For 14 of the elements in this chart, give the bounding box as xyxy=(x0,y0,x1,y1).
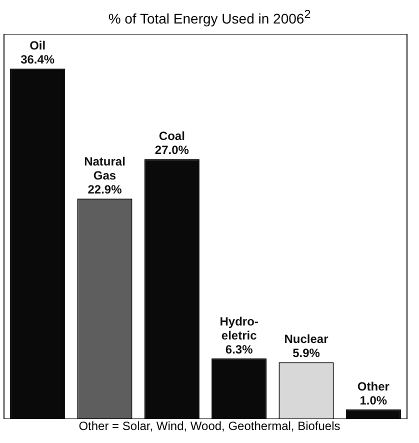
data-label: 5.9% xyxy=(292,346,320,360)
data-label: 1.0% xyxy=(360,393,388,408)
x-tick-label: Hydro-eletric xyxy=(220,314,258,342)
data-label: 36.4% xyxy=(20,52,55,67)
chart-title: % of Total Energy Used in 2006$^{2}$ xyxy=(107,7,312,29)
data-label: 27.0% xyxy=(154,143,190,158)
x-tick-label: Nuclear xyxy=(284,332,329,346)
data-label: 6.3% xyxy=(225,342,254,356)
data-label: 22.9% xyxy=(88,182,122,197)
x-tick-label: Natural Gas xyxy=(84,154,126,183)
x-tick-label: Coal xyxy=(158,129,185,144)
x-tick-label: Other xyxy=(357,379,390,394)
x-tick-label: Oil xyxy=(30,38,46,53)
annotation: Other = Solar, Wind, Wood, Geothermal, Biofuels xyxy=(78,419,342,433)
